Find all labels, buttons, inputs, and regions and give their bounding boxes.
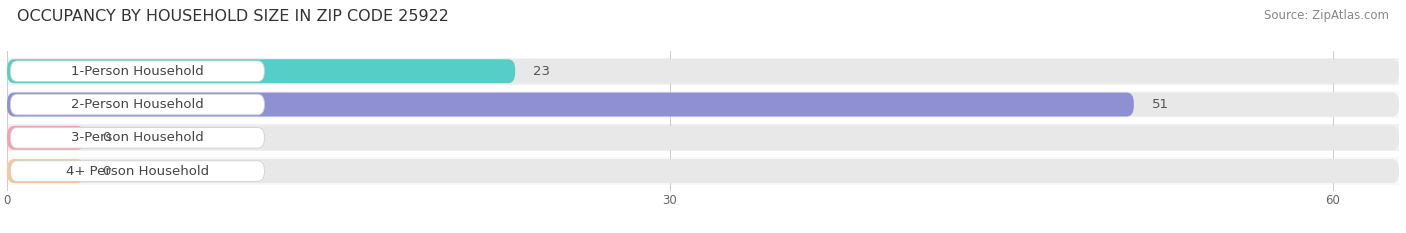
FancyBboxPatch shape <box>7 126 84 150</box>
Text: 4+ Person Household: 4+ Person Household <box>66 164 209 178</box>
FancyBboxPatch shape <box>7 93 1399 116</box>
Text: Source: ZipAtlas.com: Source: ZipAtlas.com <box>1264 9 1389 22</box>
Text: 1-Person Household: 1-Person Household <box>72 65 204 78</box>
Text: 23: 23 <box>533 65 550 78</box>
FancyBboxPatch shape <box>7 59 1399 83</box>
Text: 51: 51 <box>1152 98 1168 111</box>
FancyBboxPatch shape <box>7 93 1133 116</box>
FancyBboxPatch shape <box>10 61 264 82</box>
FancyBboxPatch shape <box>10 127 264 148</box>
FancyBboxPatch shape <box>7 158 1399 185</box>
Text: 3-Person Household: 3-Person Household <box>72 131 204 144</box>
Text: 2-Person Household: 2-Person Household <box>72 98 204 111</box>
FancyBboxPatch shape <box>7 124 1399 151</box>
Text: 0: 0 <box>103 164 111 178</box>
FancyBboxPatch shape <box>7 59 515 83</box>
FancyBboxPatch shape <box>10 161 264 182</box>
Text: 0: 0 <box>103 131 111 144</box>
FancyBboxPatch shape <box>7 126 1399 150</box>
FancyBboxPatch shape <box>7 58 1399 85</box>
Text: OCCUPANCY BY HOUSEHOLD SIZE IN ZIP CODE 25922: OCCUPANCY BY HOUSEHOLD SIZE IN ZIP CODE … <box>17 9 449 24</box>
FancyBboxPatch shape <box>7 159 1399 183</box>
FancyBboxPatch shape <box>7 159 84 183</box>
FancyBboxPatch shape <box>10 94 264 115</box>
FancyBboxPatch shape <box>7 91 1399 118</box>
